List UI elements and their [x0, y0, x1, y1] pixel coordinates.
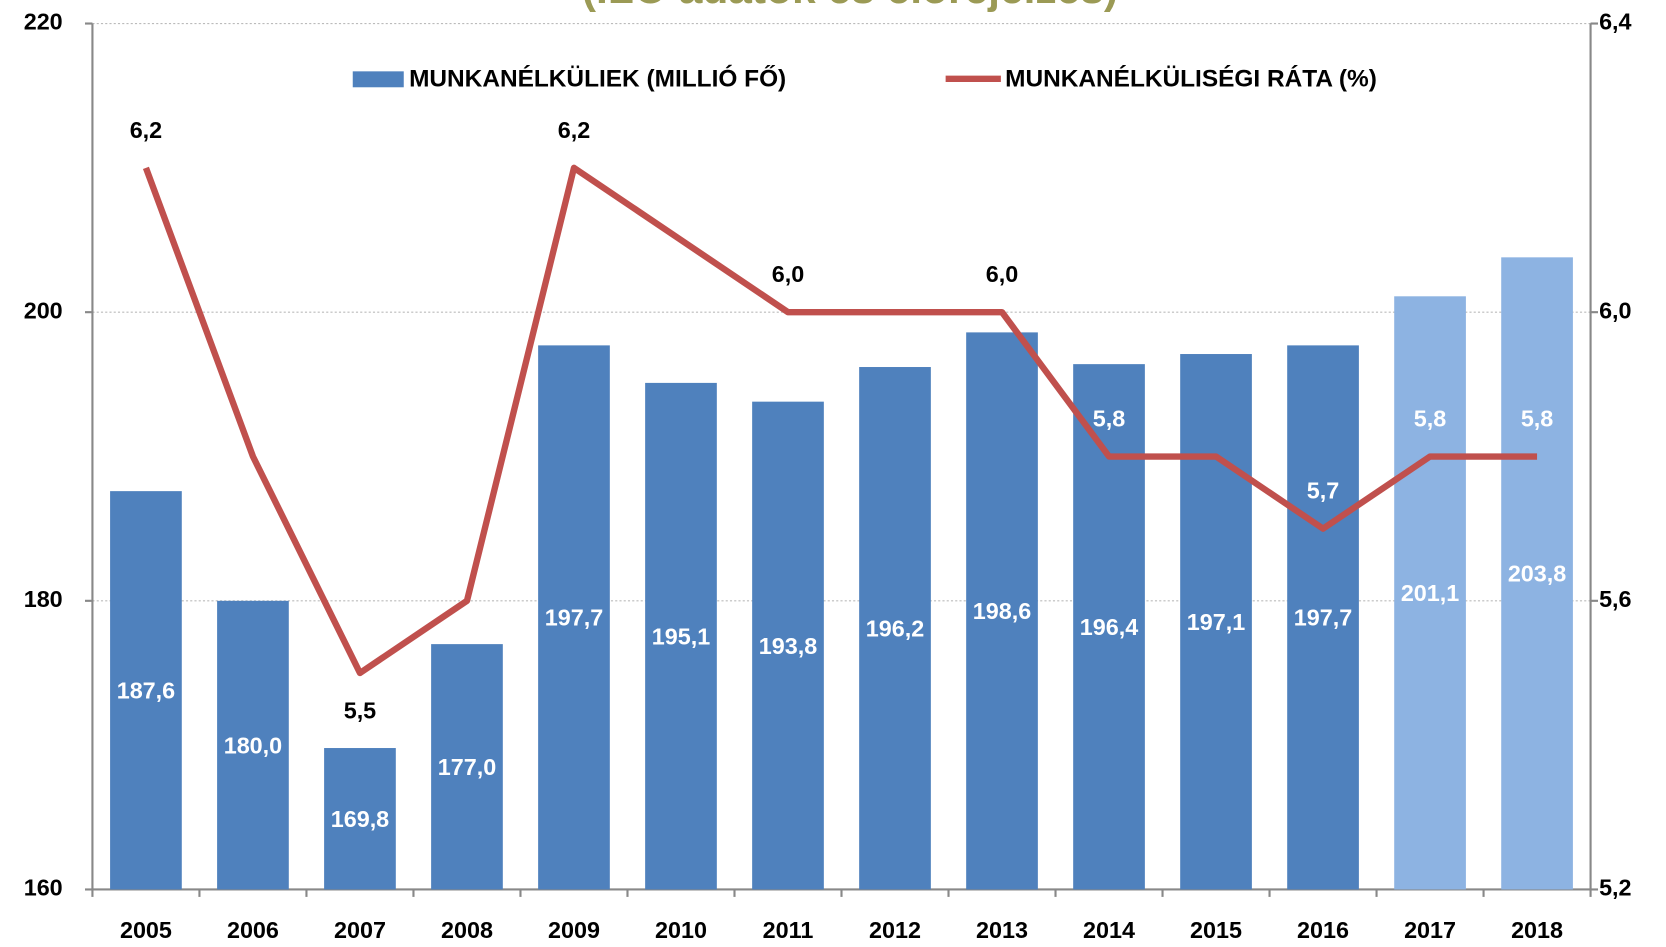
- x-tick-label: 2010: [655, 917, 707, 943]
- bar: [1180, 354, 1252, 890]
- line-value-label: 5,8: [1521, 406, 1553, 432]
- y2-tick-label: 5,6: [1599, 586, 1631, 612]
- x-tick-label: 2006: [227, 917, 279, 943]
- line-value-label: 6,2: [130, 117, 162, 143]
- line: [142, 164, 1538, 677]
- bar-value-label: 198,6: [973, 598, 1031, 624]
- bar-value-label: 197,7: [1294, 605, 1352, 631]
- x-tick-label: 2015: [1190, 917, 1242, 943]
- bar: [217, 600, 289, 890]
- line-value-label: 5,5: [344, 697, 376, 723]
- x-tick-label: 2018: [1511, 917, 1563, 943]
- bar-value-label: 196,4: [1080, 614, 1138, 640]
- line-value-label: 6,0: [772, 261, 804, 287]
- bar: [645, 382, 717, 890]
- bar-value-label: 203,8: [1508, 561, 1566, 587]
- y2-tick-label: 6,4: [1599, 9, 1631, 35]
- bar-value-label: 193,8: [759, 633, 817, 659]
- x-tick-label: 2008: [441, 917, 493, 943]
- y-tick-label: 160: [24, 875, 63, 901]
- bar-value-label: 197,7: [545, 605, 603, 631]
- bar: [538, 345, 610, 890]
- line-value-label: 5,8: [1093, 406, 1125, 432]
- bar: [1501, 257, 1573, 890]
- line-value-label: 5,8: [1414, 406, 1446, 432]
- bar: [859, 367, 931, 890]
- x-tick-label: 2007: [334, 917, 386, 943]
- y2-tick-label: 5,2: [1599, 875, 1631, 901]
- chart-title: (ILO adatok és előrejelzés): [582, 0, 1118, 13]
- x-tick-label: 2011: [763, 917, 814, 943]
- bar: [1394, 296, 1466, 890]
- legend-label: MUNKANÉLKÜLISÉGI RÁTA (%): [1005, 64, 1377, 92]
- bar: [1287, 345, 1359, 890]
- x-tick-label: 2012: [869, 917, 921, 943]
- bar: [324, 748, 396, 890]
- line-value-label: 5,7: [1307, 478, 1339, 504]
- bar-value-label: 187,6: [117, 678, 175, 704]
- y-tick-label: 220: [24, 9, 63, 35]
- legend-swatch: [352, 71, 404, 88]
- y2-tick-label: 6,0: [1599, 297, 1631, 323]
- y-tick-label: 180: [24, 586, 63, 612]
- bar-value-label: 169,8: [331, 806, 389, 832]
- bar-value-label: 180,0: [224, 732, 282, 758]
- bar-value-label: 197,1: [1187, 609, 1245, 635]
- line-value-label: 6,2: [558, 117, 590, 143]
- line-value-label: 6,0: [986, 261, 1018, 287]
- x-tick-label: 2013: [976, 917, 1028, 943]
- x-tick-label: 2017: [1404, 917, 1456, 943]
- bar: [752, 401, 824, 890]
- x-tick-label: 2009: [548, 917, 600, 943]
- bar: [431, 644, 503, 890]
- x-tick-label: 2014: [1083, 917, 1135, 943]
- bar: [110, 491, 182, 890]
- legend-label: MUNKANÉLKÜLIEK (MILLIÓ FŐ): [409, 64, 786, 92]
- bar-value-label: 196,2: [866, 616, 924, 642]
- bar: [966, 332, 1038, 890]
- x-tick-label: 2005: [120, 917, 172, 943]
- bar-value-label: 195,1: [652, 623, 710, 649]
- bar-value-label: 201,1: [1401, 580, 1459, 606]
- y-tick-label: 200: [24, 297, 63, 323]
- x-tick-label: 2016: [1297, 917, 1349, 943]
- bar-value-label: 177,0: [438, 754, 496, 780]
